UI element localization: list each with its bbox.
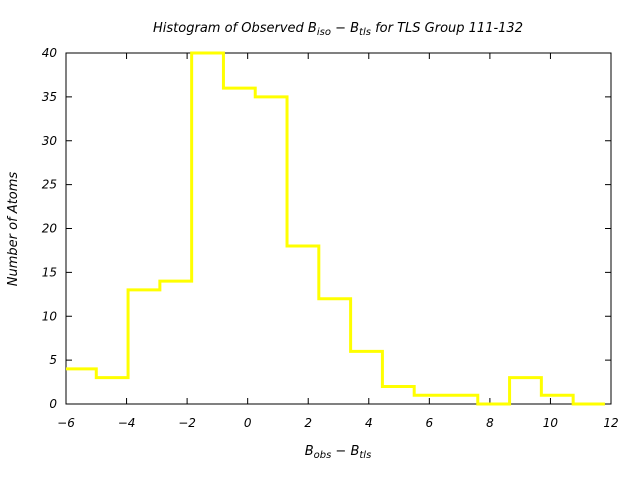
histogram-bin: [541, 395, 573, 404]
x-tick-label: −2: [178, 416, 196, 430]
x-tick-label: −6: [57, 416, 75, 430]
y-tick-label: 20: [42, 222, 58, 236]
histogram-step-line: [66, 51, 605, 406]
x-axis-ticks: −6 −4 −2 0 2 4 6 8 10 12: [57, 53, 619, 430]
histogram-series: [66, 51, 605, 406]
y-tick-label: 35: [42, 90, 57, 104]
x-tick-label: 8: [486, 416, 494, 430]
x-tick-label: 0: [244, 416, 252, 430]
y-tick-label: 10: [42, 309, 58, 323]
x-tick-label: −4: [118, 416, 136, 430]
histogram-bin: [96, 378, 128, 404]
histogram-bin: [414, 395, 446, 404]
x-tick-label: 12: [603, 416, 618, 430]
histogram-bin: [223, 88, 255, 404]
chart-title: Histogram of Observed Biso − Btls for TL…: [153, 21, 523, 38]
x-tick-label: 10: [543, 416, 559, 430]
histogram-bin: [66, 369, 96, 404]
y-axis-ticks: 0 5 10 15 20 25 30 35 40: [42, 46, 611, 411]
y-axis-label: Number of Atoms: [6, 172, 21, 287]
y-tick-label: 5: [49, 353, 57, 367]
y-tick-label: 30: [42, 134, 58, 148]
x-axis-label: Bobs − Btls: [305, 444, 372, 461]
histogram-bin: [128, 290, 160, 404]
histogram-bin: [446, 395, 478, 404]
y-tick-label: 40: [42, 46, 58, 60]
histogram-bin: [382, 386, 414, 404]
y-tick-label: 0: [49, 397, 57, 411]
histogram-bin: [287, 246, 319, 404]
histogram-bin: [192, 53, 224, 404]
histogram-bin: [510, 378, 542, 404]
x-tick-label: 6: [426, 416, 434, 430]
histogram-bin: [319, 299, 351, 404]
histogram-bin: [255, 97, 287, 404]
y-tick-label: 25: [42, 178, 57, 192]
histogram-bin: [351, 351, 383, 404]
histogram-bin: [160, 281, 192, 404]
y-tick-label: 15: [42, 265, 57, 279]
x-tick-label: 4: [365, 416, 373, 430]
x-tick-label: 2: [304, 416, 312, 430]
